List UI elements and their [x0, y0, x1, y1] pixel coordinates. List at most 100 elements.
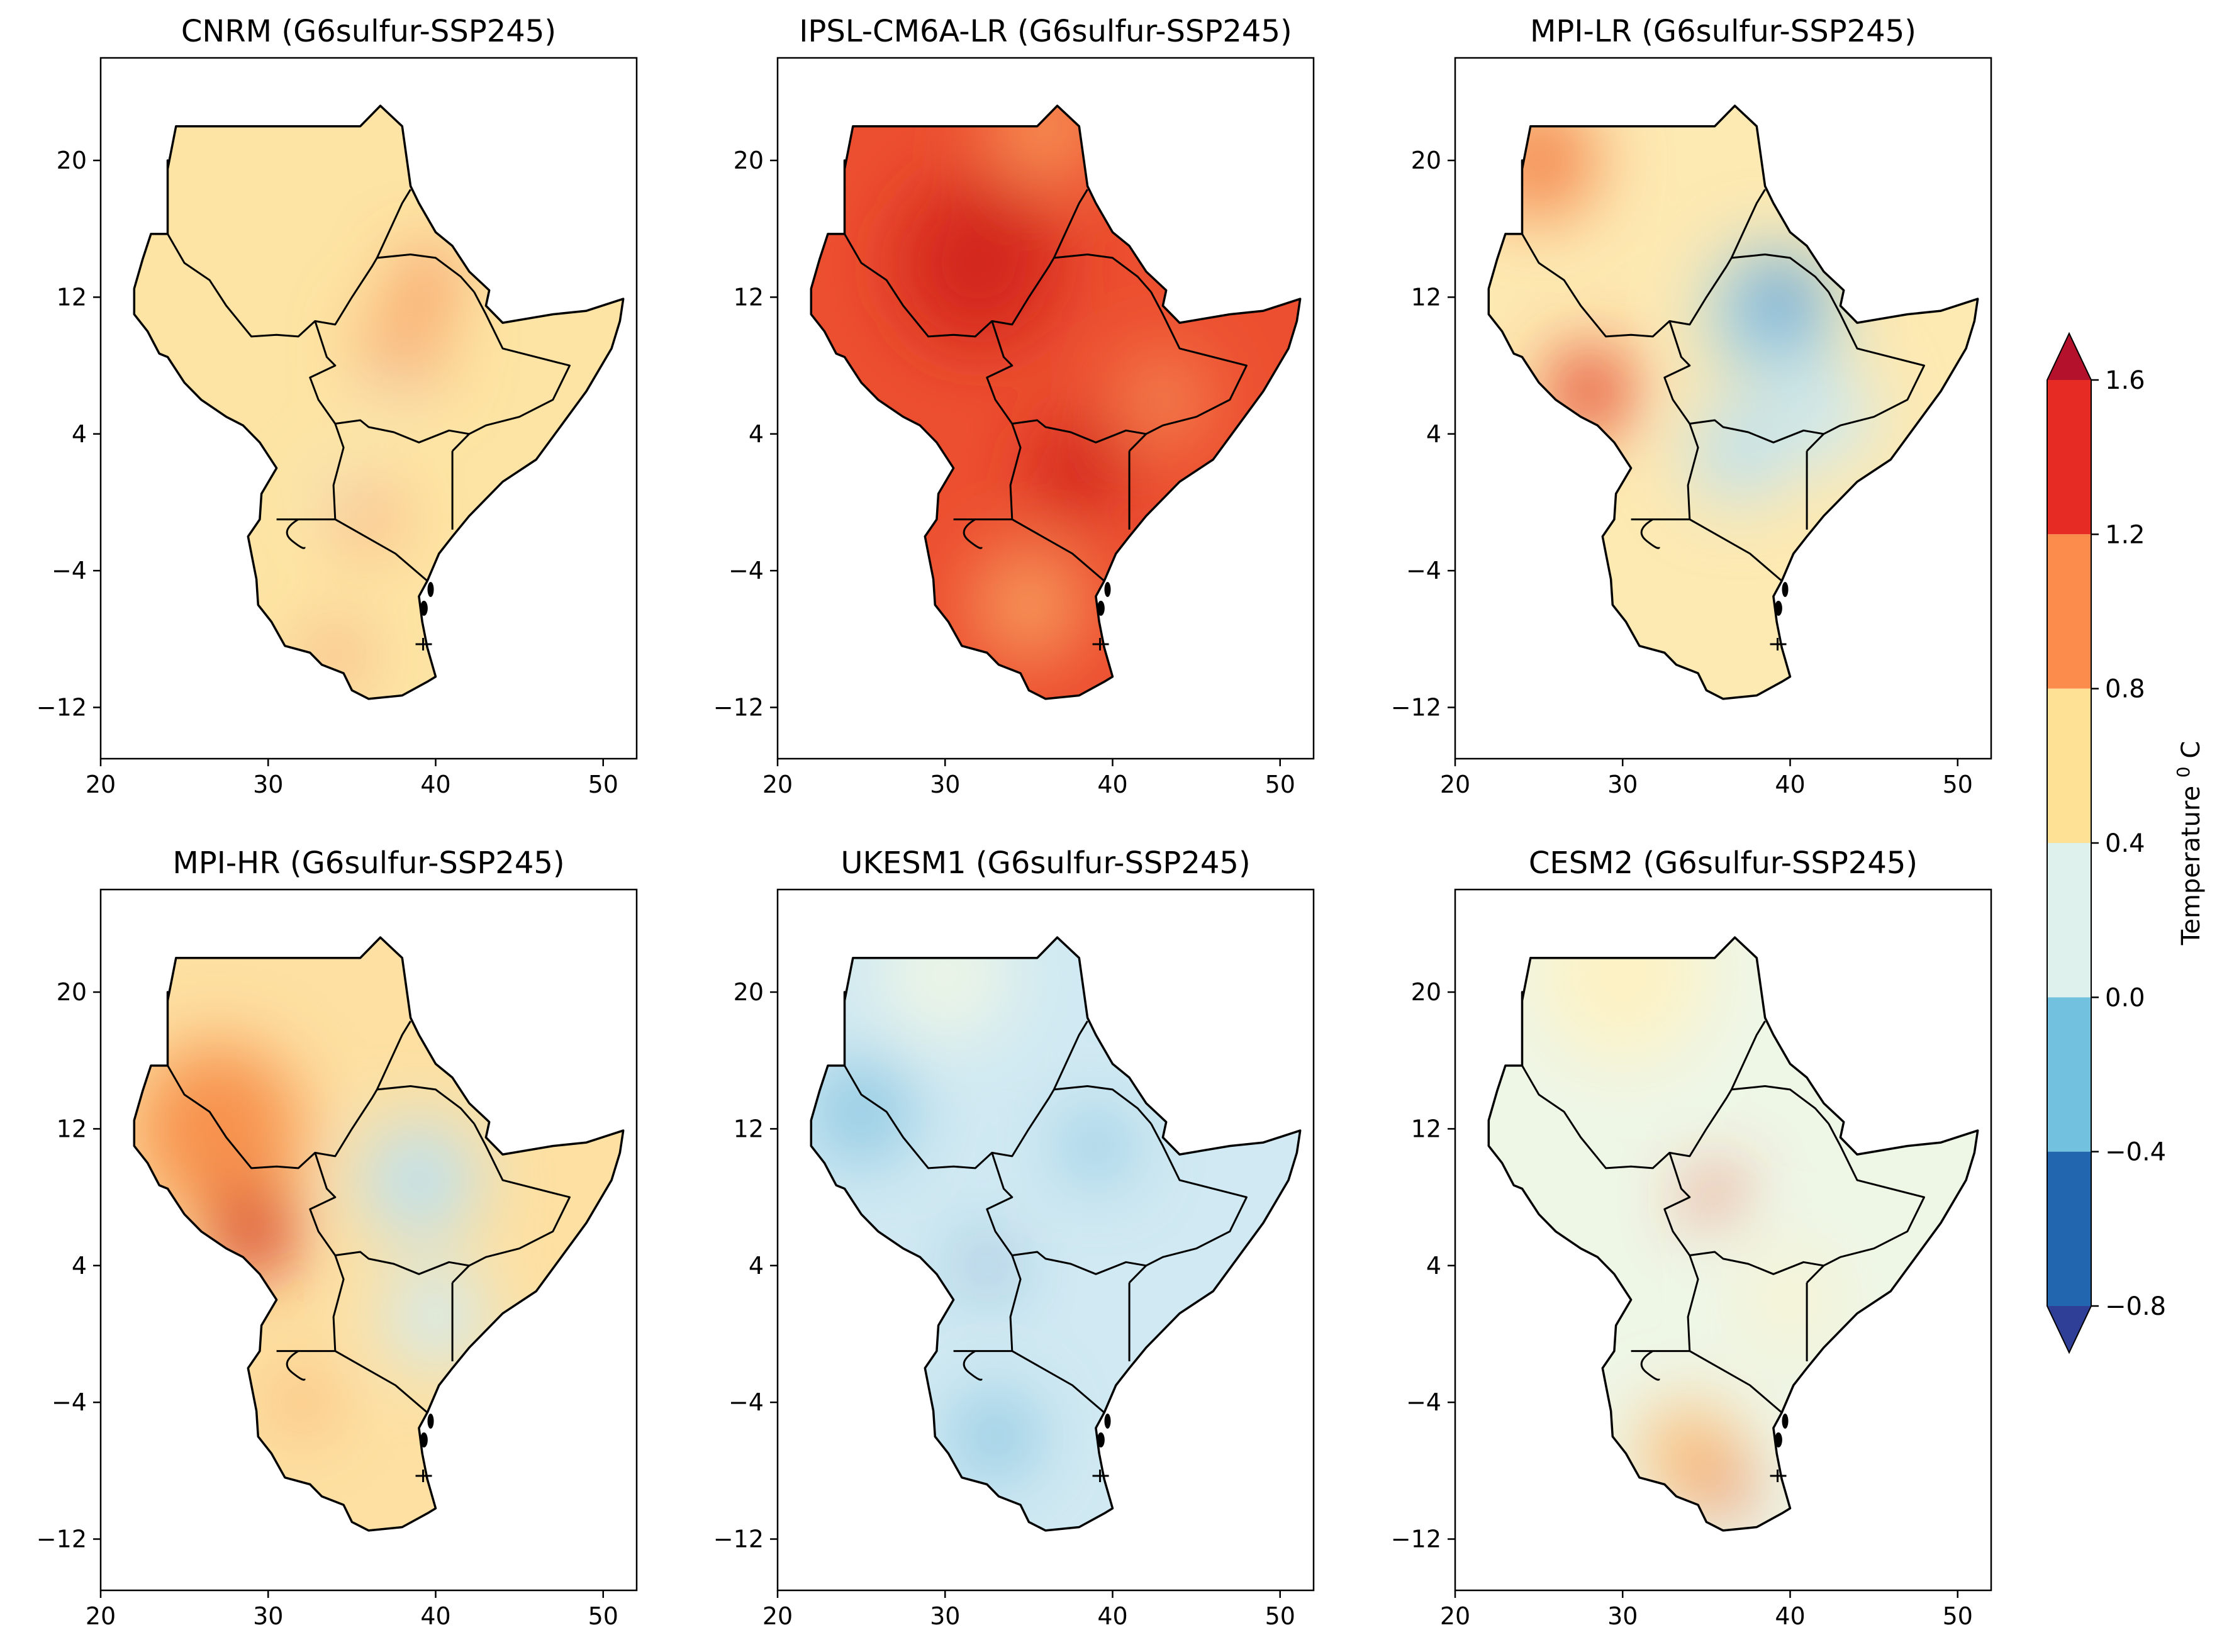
temperature-field [134, 106, 623, 699]
y-tick-label: 4 [749, 1252, 764, 1280]
colorbar-bin [2047, 843, 2091, 998]
country-border [1687, 1255, 1699, 1351]
panel-title: MPI-HR (G6sulfur-SSP245) [172, 846, 564, 881]
anomaly-blob [970, 1248, 1004, 1283]
field-base [811, 937, 1300, 1531]
country-border [167, 1020, 411, 1169]
y-tick-label: 4 [72, 1252, 87, 1280]
map-panel: IPSL-CM6A-LR (G6sulfur-SSP245) 20 30 40 50 20… [713, 14, 1315, 798]
country-border [844, 1020, 1088, 1169]
y-tick-label: −12 [36, 693, 87, 721]
island-mafia [1770, 1469, 1787, 1482]
anomaly-blob [321, 471, 349, 500]
island-zanzibar [420, 600, 428, 616]
island-zanzibar [1774, 600, 1782, 616]
coastline [133, 936, 625, 1532]
y-tick-label: 4 [1426, 420, 1441, 448]
lake-outline [963, 1350, 983, 1381]
anomaly-blob [276, 1376, 327, 1428]
y-tick-label: 20 [1411, 147, 1441, 174]
axes-frame [1454, 888, 1992, 1592]
field-base [134, 106, 623, 699]
map-panel: CESM2 (G6sulfur-SSP245) 20 30 40 50 20 12 4 −4 −1… [1391, 846, 1992, 1630]
y-tick-label: 20 [734, 978, 764, 1006]
x-tick-label: 20 [762, 1602, 793, 1630]
country-border [1054, 254, 1152, 293]
country-border [953, 518, 1105, 582]
coastline [810, 936, 1302, 1532]
colorbar-bins [2047, 380, 2091, 1306]
country-border [332, 1255, 345, 1351]
country-border [1146, 291, 1248, 435]
colorbar-label: Temperature 0 C [2167, 741, 2206, 946]
y-tick-label: 20 [57, 147, 87, 174]
panel-title: CESM2 (G6sulfur-SSP245) [1529, 846, 1918, 881]
country-border [1054, 1085, 1152, 1125]
x-tick-label: 30 [253, 1602, 283, 1630]
country-border [1631, 518, 1783, 582]
anomaly-blob [209, 1188, 294, 1275]
y-tick-label: 12 [1411, 283, 1441, 311]
x-tick-label: 40 [1097, 771, 1127, 798]
y-tick-label: 12 [734, 283, 764, 311]
y-tick-label: 12 [734, 1115, 764, 1142]
colorbar-ticks: 1.6 1.2 0.8 0.4 0.0 −0.4 −0.8 [2091, 366, 2166, 1321]
temperature-field [1488, 106, 1978, 699]
y-tick-label: 20 [57, 978, 87, 1006]
panel-title: MPI-LR (G6sulfur-SSP245) [1530, 14, 1916, 49]
country-border [377, 254, 475, 293]
y-tick-label: 4 [1426, 1252, 1441, 1280]
anomaly-blob [402, 254, 453, 306]
colorbar-unit-sup: 0 [2173, 766, 2194, 778]
panels: CNRM (G6sulfur-SSP245) 20 30 40 50 20 12 4 −4 −12… [36, 14, 1992, 1630]
anomaly-blob [878, 937, 1012, 1044]
island-zanzibar [1774, 1432, 1782, 1448]
country-border [377, 1085, 475, 1125]
map-panel: MPI-LR (G6sulfur-SSP245) 20 30 40 50 20 12 4 −4 −… [1391, 14, 1992, 798]
lake-outline [1640, 1350, 1660, 1381]
colorbar: 1.6 1.2 0.8 0.4 0.0 −0.4 −0.8 Temperature 0 C [2047, 332, 2206, 1354]
x-tick-label: 50 [1265, 771, 1295, 798]
country-border [309, 1152, 471, 1283]
x-tick-label: 20 [86, 1602, 116, 1630]
x-tick-label: 50 [588, 1602, 618, 1630]
y-tick-label: 12 [57, 1115, 87, 1142]
anomaly-blob [895, 177, 1063, 349]
anomaly-blob [811, 1060, 912, 1163]
anomaly-blob [1029, 416, 1130, 520]
x-tick-label: 40 [1097, 1602, 1127, 1630]
x-tick-label: 50 [1943, 1602, 1973, 1630]
map-panel: MPI-HR (G6sulfur-SSP245) 20 30 40 50 20 12 4 −4 −… [36, 846, 638, 1630]
colorbar-tick-label: −0.8 [2105, 1292, 2166, 1321]
x-tick-label: 50 [1943, 771, 1973, 798]
axes-frame [99, 57, 638, 760]
y-tick-label: 20 [1411, 978, 1441, 1006]
map-panel: UKESM1 (G6sulfur-SSP245) 20 30 40 50 20 12 4 −4 −… [713, 846, 1315, 1630]
x-tick-label: 50 [1265, 1602, 1295, 1630]
colorbar-extend-min [2047, 1306, 2091, 1353]
axes-frame [1454, 57, 1992, 760]
y-tick-label: −4 [1406, 557, 1441, 584]
island-pemba [1782, 1414, 1789, 1429]
map-panel: CNRM (G6sulfur-SSP245) 20 30 40 50 20 12 4 −4 −12 [36, 14, 638, 798]
island-zanzibar [420, 1432, 428, 1448]
colorbar-outline [2047, 332, 2092, 1354]
colorbar-bin [2047, 997, 2091, 1152]
x-tick-label: 50 [588, 771, 618, 798]
coastline [1487, 936, 1979, 1532]
anomaly-blob [970, 545, 1088, 665]
colorbar-bin [2047, 534, 2091, 689]
colorbar-bin [2047, 380, 2091, 535]
y-tick-label: 20 [734, 147, 764, 174]
country-border [844, 189, 1088, 338]
x-tick-label: 30 [930, 771, 960, 798]
lake-outline [286, 1350, 306, 1381]
x-tick-label: 20 [762, 771, 793, 798]
country-border [1731, 1085, 1829, 1125]
anomaly-blob [385, 1265, 486, 1368]
anomaly-blob [1112, 348, 1214, 451]
country-border [1521, 1020, 1766, 1169]
temperature-field [811, 937, 1300, 1531]
anomaly-blob [1488, 106, 1598, 221]
